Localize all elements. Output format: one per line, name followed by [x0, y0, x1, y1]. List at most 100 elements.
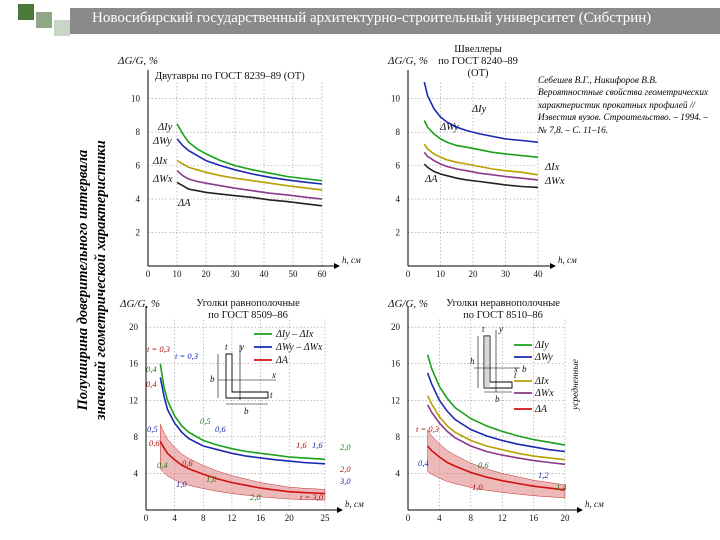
- thickness-label: 0,4: [157, 460, 168, 470]
- section-label: y: [239, 342, 244, 352]
- x-tick-label: 4: [172, 513, 177, 523]
- y-tick-label: 8: [136, 127, 141, 137]
- y-tick-label: 2: [136, 228, 141, 238]
- series-line-0: [176, 123, 323, 182]
- chart-title: по ГОСТ 8510–86: [463, 310, 543, 321]
- thickness-label: 2,0: [340, 442, 351, 452]
- curve-label: ΔIy: [471, 104, 487, 115]
- x-tick-label: 40: [260, 269, 270, 279]
- chart-title: Уголки равнополочные: [196, 298, 300, 309]
- thickness-label: 0,4: [146, 364, 157, 374]
- x-tick-label: 20: [202, 269, 212, 279]
- curve-label: ΔIx: [152, 156, 168, 167]
- x-tick-label: 25: [321, 513, 331, 523]
- y-tick-label: 10: [131, 94, 141, 104]
- chart-panel-bottom-left: 4 8 12 16 20 0 4 8 12 16 20 25 ΔG/G, % b, см Уголки ра…: [119, 298, 364, 523]
- thickness-label: 1,0: [206, 474, 217, 484]
- header-square-dark: [18, 4, 34, 20]
- x-tick-label: 4: [437, 513, 442, 523]
- section-label: h: [470, 356, 475, 366]
- section-label: t: [225, 342, 228, 352]
- x-axis-arrow: [550, 263, 556, 269]
- thickness-label: 1,0: [472, 482, 483, 492]
- header-square-light: [54, 20, 70, 36]
- y-tick-label: 12: [391, 395, 400, 405]
- header-band: [70, 8, 720, 34]
- curve-label: ΔA: [424, 174, 438, 185]
- angle-outline: [225, 353, 269, 399]
- series-line-4: [423, 163, 539, 189]
- series-line-2: [423, 143, 539, 176]
- y-axis-title: ΔG/G, %: [119, 298, 160, 310]
- x-axis-title: h, см: [342, 255, 361, 265]
- curve-label: ΔIy: [157, 122, 173, 133]
- curve-label: ΔA: [177, 198, 191, 209]
- section-label: y: [498, 324, 503, 334]
- x-tick-label: 0: [406, 269, 411, 279]
- series-line-1: [176, 138, 323, 185]
- legend-label: ΔIy – ΔIx: [275, 329, 314, 340]
- x-axis-arrow: [337, 507, 343, 513]
- x-axis-title: h, см: [558, 255, 577, 265]
- y-tick-label: 12: [129, 395, 138, 405]
- y-axis-title: ΔG/G, %: [387, 55, 428, 67]
- x-tick-label: 50: [289, 269, 299, 279]
- y-tick-label: 8: [396, 432, 401, 442]
- series-line-4: [426, 445, 566, 491]
- thickness-label: 0,6: [149, 438, 160, 448]
- y-tick-label: 4: [136, 194, 141, 204]
- y-tick-label: 10: [391, 94, 401, 104]
- x-tick-label: 0: [146, 269, 151, 279]
- x-tick-label: 20: [469, 269, 479, 279]
- curve-label: ΔWx: [544, 176, 565, 187]
- thickness-label: t = 0,3: [147, 344, 170, 354]
- x-axis-title: b, см: [345, 499, 364, 509]
- thickness-label: 1,6: [296, 440, 307, 450]
- angle-section-sketch: t y x b b t: [210, 342, 276, 416]
- legend-label: ΔWy: [534, 352, 553, 363]
- x-tick-label: 10: [436, 269, 446, 279]
- x-tick-label: 0: [144, 513, 149, 523]
- x-tick-label: 12: [227, 513, 236, 523]
- thickness-label: 1,4: [556, 482, 567, 492]
- chart-title: по ГОСТ 8509–86: [208, 310, 288, 321]
- y-tick-label: 16: [391, 359, 401, 369]
- x-axis-arrow: [334, 263, 340, 269]
- scatter-band: [160, 424, 326, 501]
- section-label: t: [514, 370, 517, 380]
- series-line-1: [159, 377, 326, 465]
- y-axis-title: ΔG/G, %: [117, 55, 158, 67]
- y-tick-label: 20: [129, 322, 139, 332]
- chart-title: Швеллеры: [454, 44, 502, 55]
- thickness-label: t = 3,0: [300, 492, 324, 502]
- section-label: b: [495, 394, 500, 404]
- x-tick-label: 16: [256, 513, 266, 523]
- series-line-3: [176, 170, 323, 200]
- y-tick-label: 4: [396, 468, 401, 478]
- legend-label: ΔIy: [534, 340, 549, 351]
- thickness-label: 0,6: [215, 424, 226, 434]
- legend-label: ΔWy – ΔWx: [275, 342, 323, 353]
- chart-panel-top-left: 2 4 6 8 10 0 10 20 30 40 50 60 ΔG/G, % h, см Двутавры …: [117, 55, 361, 279]
- x-tick-label: 40: [534, 269, 544, 279]
- series-line-0: [423, 81, 539, 143]
- citation: Себешев В.Г., Никифоров В.В. Вероятностн…: [538, 76, 709, 136]
- thickness-label: 2,0: [340, 464, 351, 474]
- series-line-3: [423, 151, 539, 181]
- thickness-label: 0,6: [182, 458, 193, 468]
- thickness-label: 0,5: [147, 424, 158, 434]
- thickness-label: t = 0,3: [175, 351, 198, 361]
- chart-panel-bottom-right: 4 8 12 16 20 0 4 8 12 16 20 ΔG/G, % h, см Уголки нера…: [387, 298, 604, 523]
- y-tick-label: 4: [134, 468, 139, 478]
- scatter-band: [427, 429, 566, 499]
- header-bar: Новосибирский государственный архитектур…: [0, 0, 720, 42]
- x-tick-label: 0: [406, 513, 411, 523]
- y-tick-label: 16: [129, 359, 139, 369]
- thickness-label: 0,6: [478, 460, 489, 470]
- curve-label: ΔWy: [152, 136, 172, 147]
- y-tick-label: 6: [136, 161, 141, 171]
- section-label: x: [513, 364, 518, 374]
- chart-title: Уголки неравнополочные: [446, 298, 560, 309]
